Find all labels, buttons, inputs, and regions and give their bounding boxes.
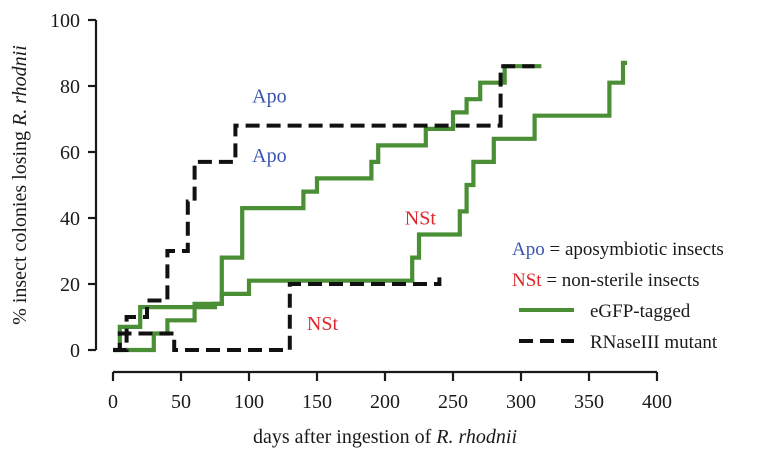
x-axis-label: days after ingestion of R. rhodnii	[253, 426, 517, 448]
series-line-rnaseiii-nst	[113, 277, 442, 352]
series-group	[113, 60, 628, 353]
x-tick-label: 400	[642, 391, 672, 413]
y-tick-label: 40	[60, 208, 80, 230]
y-tick-label: 100	[50, 10, 80, 32]
y-axis-label: % insect colonies losing R. rhodnii	[9, 45, 31, 325]
x-tick-label: 50	[171, 391, 191, 413]
x-tick-label: 250	[438, 391, 468, 413]
y-tick-label: 0	[70, 340, 80, 362]
x-tick-label: 0	[108, 391, 118, 413]
x-tick-label: 200	[370, 391, 400, 413]
annotation-apo: Apo	[252, 145, 286, 167]
legend-abbr-item: NSt = non-sterile insects	[512, 270, 700, 291]
annotation-apo: Apo	[252, 86, 286, 108]
legend: Apo = aposymbiotic insects NSt = non-ster…	[512, 239, 724, 353]
y-tick-label: 80	[60, 76, 80, 98]
series-line-egfp-nst	[113, 60, 628, 353]
annotation-nst: NSt	[307, 313, 339, 335]
y-tick-label: 20	[60, 274, 80, 296]
axis-labels: days after ingestion of R. rhodnii % inse…	[9, 45, 517, 448]
annotations: Apo Apo NSt NSt	[252, 86, 436, 336]
y-tick-label: 60	[60, 142, 80, 164]
series-line-egfp-apo	[113, 64, 542, 353]
axes: 0 20 40 60 80 100 0 50 100 150 200 250 300 350 400	[50, 10, 672, 413]
x-tick-label: 150	[302, 391, 332, 413]
x-tick-label: 300	[506, 391, 536, 413]
x-tick-label: 350	[574, 391, 604, 413]
annotation-nst: NSt	[405, 208, 437, 230]
legend-line-label: eGFP-tagged	[590, 301, 691, 322]
series-line-rnaseiii-apo	[113, 64, 535, 352]
x-tick-label: 100	[234, 391, 264, 413]
legend-abbr-item: Apo = aposymbiotic insects	[512, 239, 724, 260]
legend-line-label: RNaseIII mutant	[590, 332, 718, 353]
